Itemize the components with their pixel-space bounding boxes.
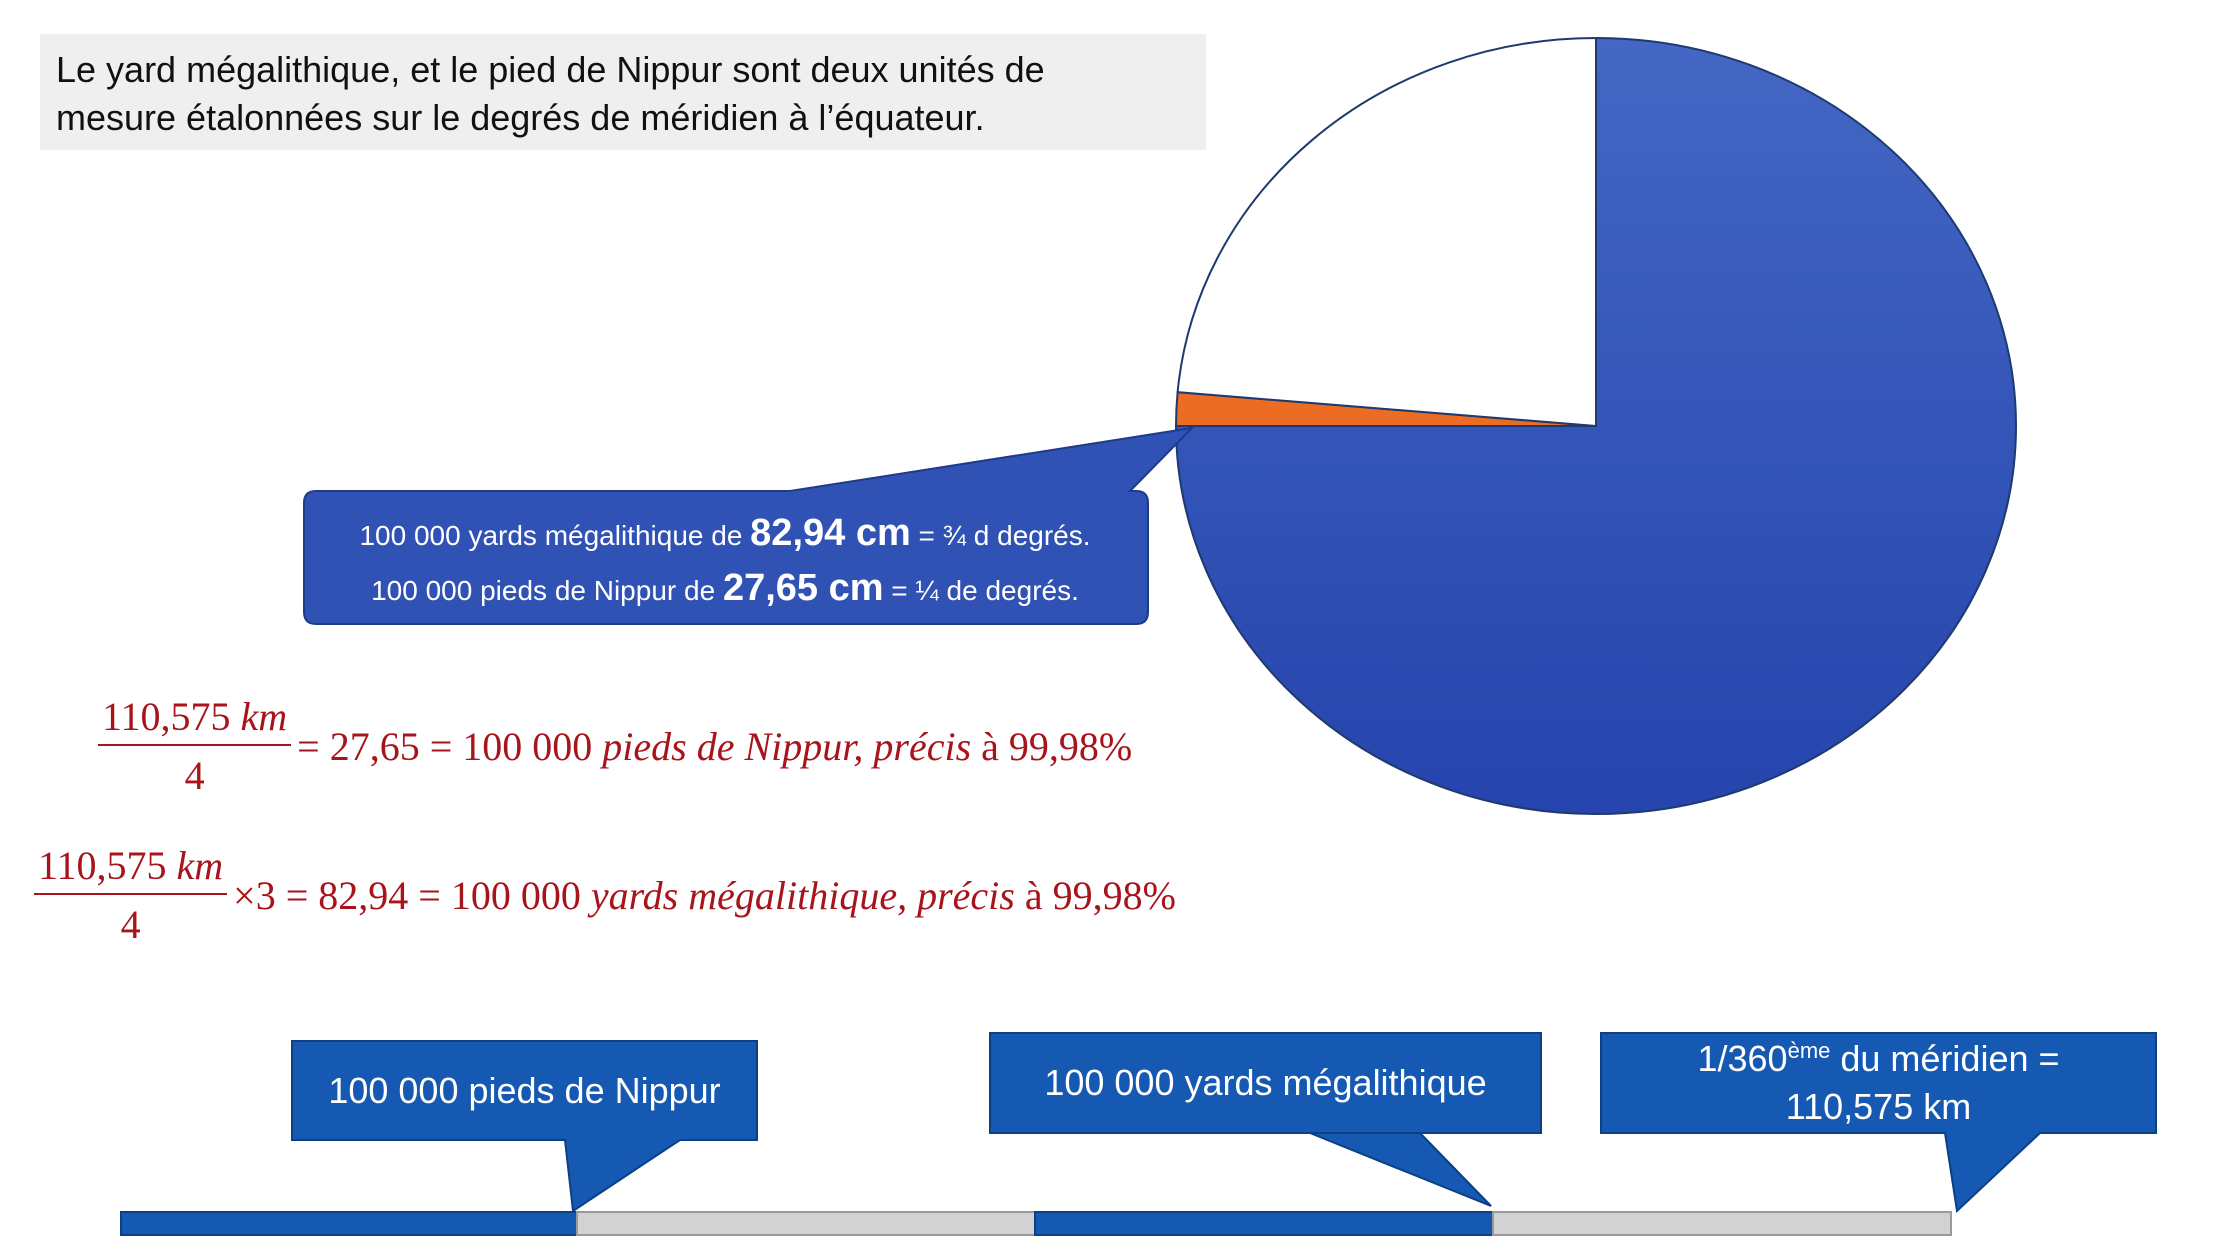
yards-label: 100 000 yards mégalithique xyxy=(1044,1062,1487,1103)
callout-line-1: 100 000 yards mégalithique de 82,94 cm =… xyxy=(359,507,1090,562)
intro-line-1: Le yard mégalithique, et le pied de Nipp… xyxy=(56,49,1045,90)
pie-slice-white xyxy=(1176,36,1597,428)
callout-line-2-value: 27,65 cm xyxy=(722,567,884,609)
equation-2-tail: à 99,98% xyxy=(1014,872,1176,918)
callout-text: 100 000 yards mégalithique de 82,94 cm =… xyxy=(304,498,1146,626)
equation-1-unit: km xyxy=(240,694,288,739)
equation-1-fraction: 110,575 km 4 xyxy=(98,693,292,799)
meridian-label-line-2: 110,575 km xyxy=(1785,1086,1972,1127)
callout-line-2-pre: 100 000 pieds de Nippur de xyxy=(371,575,723,606)
equation-1-tail: à 99,98% xyxy=(971,723,1133,769)
meridian-superscript: ème xyxy=(1787,1038,1831,1063)
callout-line-2: 100 000 pieds de Nippur de 27,65 cm = ¼ … xyxy=(371,562,1079,617)
meridian-callout-bubble xyxy=(1600,1032,2157,1214)
equation-1: 110,575 km 4 = 27,65 = 100 000 pieds de … xyxy=(98,693,1132,799)
bar-segment-1 xyxy=(120,1211,578,1236)
meridian-label-line-1: 1/360ème du méridien = xyxy=(1697,1038,2060,1079)
bar-segment-4 xyxy=(1492,1211,1952,1236)
bar-segment-2 xyxy=(576,1211,1036,1236)
callout-line-2-post: = ¼ de degrés. xyxy=(883,575,1079,606)
bar-segment-3 xyxy=(1034,1211,1494,1236)
pie-chart xyxy=(1174,36,2017,815)
equation-1-phrase: pieds de Nippur, précis xyxy=(602,723,972,769)
equation-2-numerator: 110,575 km xyxy=(34,842,228,895)
intro-line-2: mesure étalonnées sur le degrés de mérid… xyxy=(56,97,985,138)
equation-1-denominator: 4 xyxy=(184,753,205,798)
pie-slice-blue xyxy=(1174,36,2017,815)
equation-2-unit: km xyxy=(176,843,224,888)
meridian-label: 1/360ème du méridien = 110,575 km xyxy=(1601,1033,2156,1133)
equation-2-fraction: 110,575 km 4 xyxy=(34,842,228,948)
equation-1-result: = 27,65 = 100 000 xyxy=(297,723,603,769)
callout-line-1-value: 82,94 cm xyxy=(750,512,911,554)
equation-2-phrase: yards mégalithique, précis xyxy=(590,872,1015,918)
equation-2-result: ×3 = 82,94 = 100 000 xyxy=(233,872,591,918)
equation-2: 110,575 km 4 ×3 = 82,94 = 100 000 yards … xyxy=(34,842,1176,948)
callout-line-1-post: = ¾ d degrés. xyxy=(910,520,1091,551)
equation-2-denominator: 4 xyxy=(120,902,141,947)
yards-callout-bubble xyxy=(989,1032,1542,1207)
callout-line-1-pre: 100 000 yards mégalithique de xyxy=(359,520,751,551)
equation-1-numerator: 110,575 km xyxy=(98,693,292,746)
intro-text-box: Le yard mégalithique, et le pied de Nipp… xyxy=(40,34,1206,150)
nippur-callout-bubble xyxy=(291,1040,758,1213)
nippur-label: 100 000 pieds de Nippur xyxy=(328,1069,721,1111)
callout-bubble xyxy=(303,426,1195,625)
